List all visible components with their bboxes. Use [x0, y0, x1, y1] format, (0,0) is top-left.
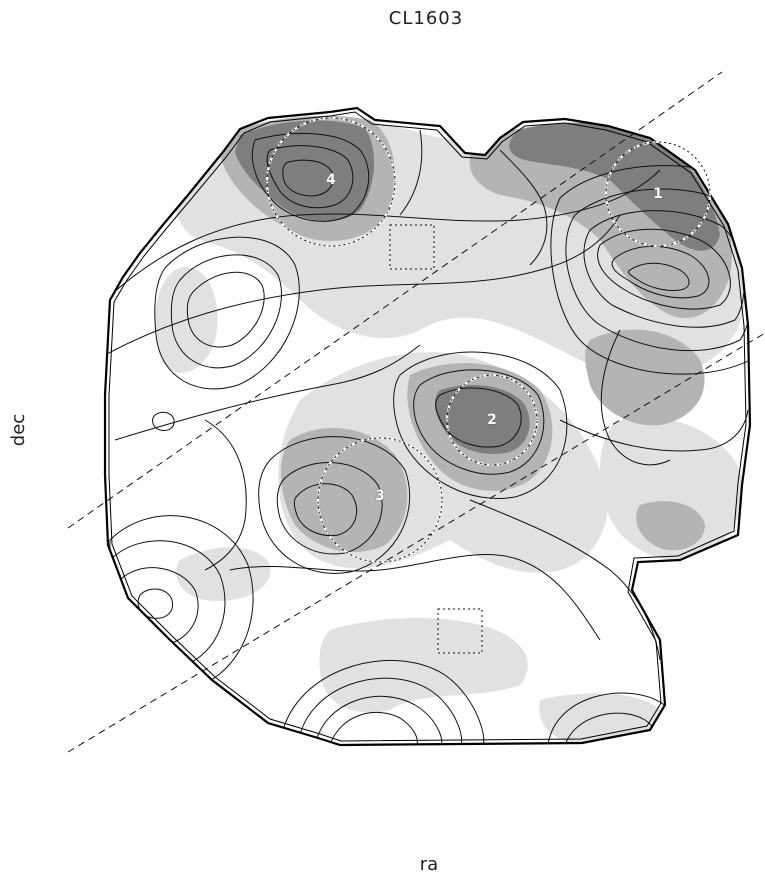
contour-sweep-1 — [105, 169, 661, 301]
contour-sweep-6 — [469, 499, 661, 661]
contour-c3-2 — [276, 462, 383, 555]
contour-sweep-4 — [559, 409, 749, 452]
contour-c2-2 — [413, 369, 545, 475]
x-axis-label: ra — [420, 854, 438, 873]
contour-sweep-2 — [105, 214, 621, 356]
light-region-right — [600, 417, 743, 561]
light-region-lower-left — [176, 547, 271, 601]
contour-c4-3 — [282, 159, 334, 197]
contour-left-3 — [154, 236, 300, 390]
contour-c1-2 — [611, 245, 710, 299]
contour-left-2 — [170, 254, 282, 369]
contour-sweep-9 — [499, 149, 548, 266]
dark-region-2 — [434, 385, 530, 455]
dashed-guide-lower — [67, 332, 765, 753]
cluster-1-label: 1 — [653, 186, 663, 202]
contour-c3-1 — [293, 483, 357, 537]
contour-c2-3 — [393, 351, 568, 499]
medium-region-right — [585, 329, 705, 426]
cluster-2-circle-dotted — [446, 374, 538, 466]
cluster-4: 4 — [265, 116, 397, 248]
contour-bl-2 — [113, 567, 199, 646]
dotted-box-upper — [389, 224, 435, 270]
field-boundary-inner — [108, 111, 747, 742]
cluster-3: 3 — [316, 436, 444, 564]
dark-region-top — [509, 122, 720, 251]
dotted-boxes — [389, 224, 483, 654]
cluster-3-label: 3 — [375, 488, 385, 504]
contour-c3-3 — [258, 436, 411, 574]
contour-bc-3 — [297, 677, 463, 745]
medium-region-3 — [280, 428, 408, 553]
contour-c1-4 — [583, 210, 745, 328]
contour-c1-5 — [565, 188, 750, 352]
contour-c2-1 — [435, 387, 522, 448]
cluster-4-circle-dotted — [266, 117, 396, 247]
map-title: CL1603 — [389, 8, 463, 29]
contour-c1-1 — [597, 228, 731, 310]
dotted-box-lower — [437, 608, 483, 654]
contour-small-left — [152, 411, 175, 431]
contour-c4-1 — [251, 133, 370, 222]
contour-sweep-7 — [204, 419, 247, 571]
contour-sweep-5 — [229, 554, 601, 641]
field-boundary-outer — [103, 106, 752, 747]
light-region-bottom-right — [539, 693, 661, 745]
dashed-guides — [67, 71, 765, 753]
cluster-2: 2 — [445, 373, 539, 467]
cluster-1-circle-dotted — [605, 141, 711, 247]
cluster-3-circle-dotted — [317, 437, 443, 563]
dark-region-4 — [235, 120, 375, 221]
contour-c1-3 — [627, 262, 690, 291]
contour-left-1 — [186, 271, 265, 348]
cluster-2-label: 2 — [487, 412, 497, 428]
medium-region-lower-right — [636, 501, 705, 551]
contour-bc-1 — [329, 711, 418, 745]
contour-c4-2 — [266, 145, 354, 209]
contour-bc-4 — [279, 660, 485, 745]
contour-bl-4 — [107, 515, 254, 692]
cluster-1: 1 — [604, 140, 712, 248]
cluster-circles: 1 2 3 4 — [265, 116, 712, 564]
cluster-4-label: 4 — [326, 172, 336, 188]
y-axis-label: dec — [8, 414, 29, 446]
contour-sweep-10 — [600, 329, 671, 466]
contour-sweep-3 — [114, 344, 421, 441]
shading-dark — [235, 120, 720, 455]
density-shading — [155, 115, 746, 745]
dashed-guide-upper — [67, 71, 723, 529]
contour-sweep-8 — [399, 129, 423, 216]
